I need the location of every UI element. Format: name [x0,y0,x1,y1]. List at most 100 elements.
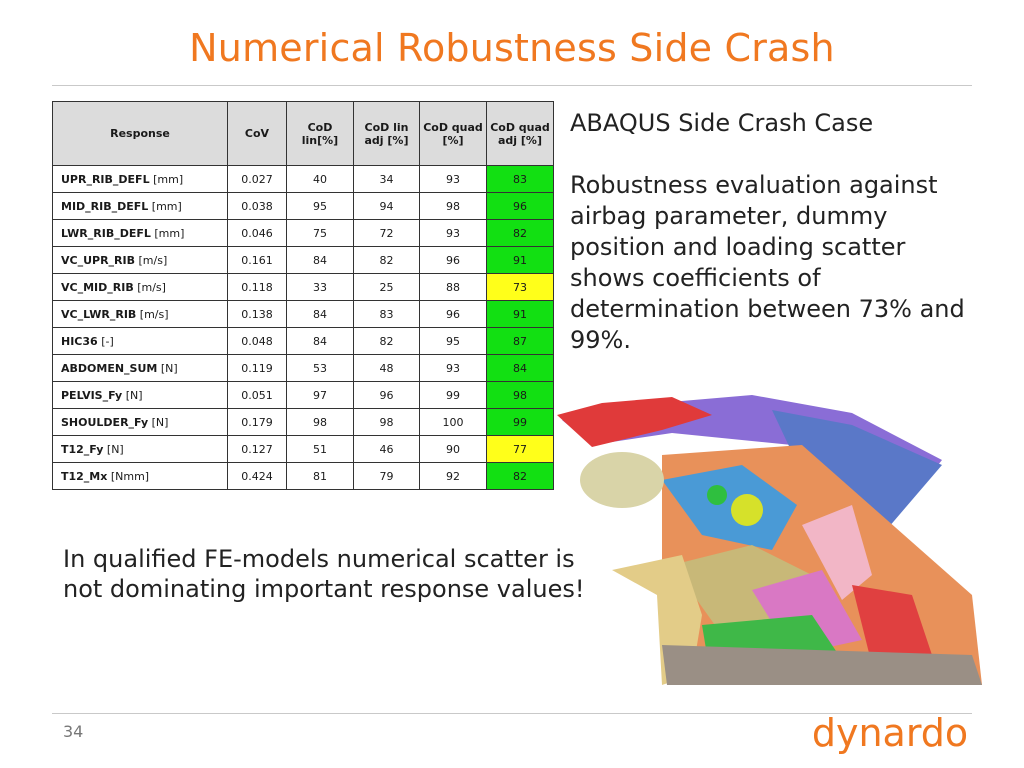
cod-quad-adj-cell: 83 [486,165,554,193]
header-cod-quad-adj: CoD quad adj [%] [486,101,554,166]
conclusion-text: In qualified FE-models numerical scatter… [63,545,585,603]
case-heading: ABAQUS Side Crash Case [570,109,874,137]
cod-lin-cell: 33 [286,273,354,301]
cod-quad-adj-cell: 99 [486,408,554,436]
response-name: HIC36 [61,334,98,348]
cod-lin-cell: 98 [286,408,354,436]
cod-quad-adj-cell: 82 [486,462,554,490]
cod-lin-cell: 40 [286,165,354,193]
response-name: ABDOMEN_SUM [61,361,158,375]
cod-quad-adj-cell: 91 [486,246,554,274]
cod-quad-cell: 93 [419,219,487,247]
cod-lin-adj-cell: 79 [353,462,420,490]
cov-cell: 0.161 [227,246,287,274]
response-name: VC_LWR_RIB [61,307,137,321]
cod-quad-cell: 92 [419,462,487,490]
response-unit: [m/s] [139,307,169,321]
cod-quad-cell: 93 [419,165,487,193]
response-name: LWR_RIB_DEFL [61,226,151,240]
cod-lin-adj-cell: 98 [353,408,420,436]
cod-lin-cell: 84 [286,300,354,328]
response-name: PELVIS_Fy [61,388,123,402]
table-header-row: Response CoV CoD lin[%] CoD lin adj [%] … [52,101,554,166]
cov-cell: 0.424 [227,462,287,490]
cov-cell: 0.046 [227,219,287,247]
response-unit: [m/s] [137,280,166,294]
cod-lin-adj-cell: 82 [353,327,420,355]
logo-text: dynardo [812,712,968,755]
header-cod-lin: CoD lin[%] [286,101,354,166]
response-name: UPR_RIB_DEFL [61,172,150,186]
table-row: LWR_RIB_DEFL [mm] 0.046 75 72 93 82 [52,219,554,247]
cod-lin-adj-cell: 46 [353,435,420,463]
cod-lin-adj-cell: 83 [353,300,420,328]
dynardo-logo: dynardo [812,712,968,755]
response-name: T12_Mx [61,469,108,483]
table-body: UPR_RIB_DEFL [mm] 0.027 40 34 93 83 MID_RIB_DE… [52,165,554,490]
cod-quad-adj-cell: 77 [486,435,554,463]
response-unit: [N] [106,442,124,456]
cod-lin-adj-cell: 72 [353,219,420,247]
response-table: Response CoV CoD lin[%] CoD lin adj [%] … [52,101,554,490]
response-unit: [N] [151,415,169,429]
response-name-cell: VC_MID_RIB [m/s] [52,273,228,301]
cov-cell: 0.048 [227,327,287,355]
header-response: Response [52,101,228,166]
table-row: ABDOMEN_SUM [N] 0.119 53 48 93 84 [52,354,554,382]
cod-quad-adj-cell: 87 [486,327,554,355]
response-name-cell: UPR_RIB_DEFL [mm] [52,165,228,193]
cod-lin-adj-cell: 94 [353,192,420,220]
response-unit: [-] [101,334,114,348]
cod-quad-cell: 90 [419,435,487,463]
robustness-description: Robustness evaluation against airbag par… [570,171,965,354]
cod-lin-adj-cell: 82 [353,246,420,274]
cod-lin-cell: 75 [286,219,354,247]
response-unit: [N] [125,388,143,402]
response-name: SHOULDER_Fy [61,415,149,429]
page-number: 34 [63,722,84,741]
response-name: MID_RIB_DEFL [61,199,149,213]
table-row: T12_Mx [Nmm] 0.424 81 79 92 82 [52,462,554,490]
header-cod-quad: CoD quad [%] [419,101,487,166]
response-unit: [m/s] [138,253,168,267]
cov-cell: 0.127 [227,435,287,463]
cod-quad-cell: 88 [419,273,487,301]
cov-cell: 0.119 [227,354,287,382]
cod-quad-adj-cell: 73 [486,273,554,301]
cod-quad-cell: 96 [419,300,487,328]
response-name-cell: HIC36 [-] [52,327,228,355]
response-name-cell: ABDOMEN_SUM [N] [52,354,228,382]
header-cov: CoV [227,101,287,166]
response-unit: [N] [160,361,178,375]
response-name-cell: T12_Mx [Nmm] [52,462,228,490]
response-name-cell: VC_UPR_RIB [m/s] [52,246,228,274]
table-row: PELVIS_Fy [N] 0.051 97 96 99 98 [52,381,554,409]
cod-quad-cell: 99 [419,381,487,409]
response-name: VC_UPR_RIB [61,253,135,267]
right-text-block: ABAQUS Side Crash Case Robustness evalua… [570,108,980,387]
table-row: VC_UPR_RIB [m/s] 0.161 84 82 96 91 [52,246,554,274]
cod-quad-cell: 100 [419,408,487,436]
slide-title: Numerical Robustness Side Crash [189,26,835,70]
response-name: VC_MID_RIB [61,280,134,294]
table-row: MID_RIB_DEFL [mm] 0.038 95 94 98 96 [52,192,554,220]
cov-cell: 0.138 [227,300,287,328]
cov-cell: 0.051 [227,381,287,409]
response-unit: [mm] [151,199,182,213]
response-name-cell: VC_LWR_RIB [m/s] [52,300,228,328]
cod-quad-adj-cell: 98 [486,381,554,409]
cod-lin-adj-cell: 96 [353,381,420,409]
response-name-cell: SHOULDER_Fy [N] [52,408,228,436]
cov-cell: 0.179 [227,408,287,436]
cod-lin-cell: 81 [286,462,354,490]
response-name-cell: T12_Fy [N] [52,435,228,463]
cov-cell: 0.118 [227,273,287,301]
table-row: SHOULDER_Fy [N] 0.179 98 98 100 99 [52,408,554,436]
cod-quad-adj-cell: 91 [486,300,554,328]
cod-lin-adj-cell: 25 [353,273,420,301]
cod-quad-cell: 95 [419,327,487,355]
response-unit: [Nmm] [110,469,150,483]
cod-lin-cell: 51 [286,435,354,463]
table-row: VC_MID_RIB [m/s] 0.118 33 25 88 73 [52,273,554,301]
crash-model-image [557,395,982,685]
